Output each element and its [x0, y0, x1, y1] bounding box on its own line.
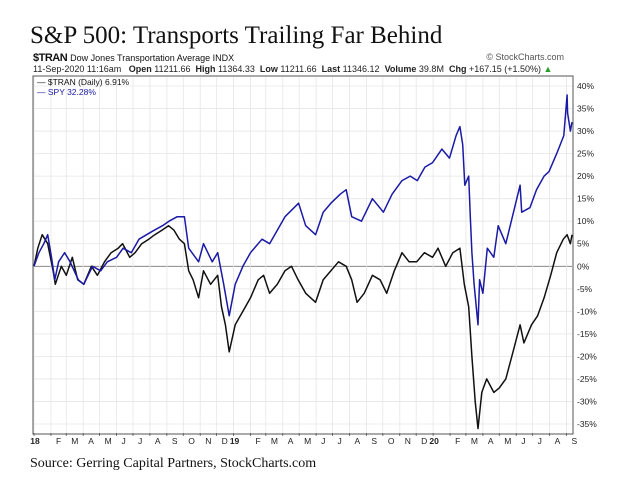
- high-value: 11364.33: [218, 64, 255, 74]
- x-tick-label: S: [371, 436, 377, 446]
- y-tick-label: 35%: [577, 104, 594, 114]
- low-label: Low: [259, 64, 278, 74]
- x-tick-label: S: [572, 436, 578, 446]
- x-tick-label: M: [504, 436, 511, 446]
- watermark: © StockCharts.com: [486, 52, 564, 62]
- x-tick-label: 19: [230, 436, 240, 446]
- x-tick-label: D: [222, 436, 228, 446]
- y-tick-label: -10%: [577, 306, 597, 316]
- y-tick-label: 20%: [577, 171, 594, 181]
- x-tick-label: F: [56, 436, 61, 446]
- y-tick-label: 0%: [577, 261, 590, 271]
- x-tick-label: A: [354, 436, 360, 446]
- x-tick-label: J: [338, 436, 342, 446]
- x-tick-label: J: [321, 436, 325, 446]
- series-spy-line: [33, 94, 573, 326]
- symbol-label: $TRAN Dow Jones Transportation Average IN…: [33, 52, 234, 64]
- y-tick-label: 10%: [577, 216, 594, 226]
- y-tick-label: -25%: [577, 374, 597, 384]
- quote-row: 11-Sep-2020 11:16am Open 11211.66 High 1…: [33, 64, 552, 74]
- legend-tran: — $TRAN (Daily) 6.91%: [37, 77, 130, 87]
- x-tick-label: M: [71, 436, 78, 446]
- y-tick-label: 40%: [577, 81, 594, 91]
- x-tick-label: J: [521, 436, 525, 446]
- volume-label: Volume: [384, 64, 417, 74]
- chart-title: S&P 500: Transports Trailing Far Behind: [30, 22, 443, 49]
- y-tick-label: -20%: [577, 351, 597, 361]
- x-tick-label: S: [172, 436, 178, 446]
- y-tick-label: -15%: [577, 329, 597, 339]
- source-note: Source: Gerring Capital Partners, StockC…: [30, 456, 317, 471]
- y-tick-label: 25%: [577, 149, 594, 159]
- legend-spy: — SPY 32.28%: [37, 87, 96, 97]
- volume-value: 39.8M: [418, 64, 444, 74]
- y-tick-label: 30%: [577, 126, 594, 136]
- x-tick-label: O: [388, 436, 395, 446]
- symbol-ticker: $TRAN: [33, 52, 68, 64]
- x-tick-label: A: [88, 436, 94, 446]
- x-tick-label: J: [538, 436, 542, 446]
- x-tick-label: M: [304, 436, 311, 446]
- open-label: Open: [128, 64, 152, 74]
- x-tick-label: F: [256, 436, 261, 446]
- x-tick-label: M: [271, 436, 278, 446]
- x-tick-label: J: [138, 436, 142, 446]
- x-tick-label: 18: [30, 436, 40, 446]
- quote-datetime: 11-Sep-2020 11:16am: [33, 64, 122, 74]
- symbol-name: Dow Jones Transportation Average INDX: [70, 53, 235, 63]
- x-tick-label: M: [105, 436, 112, 446]
- open-value: 11211.66: [154, 64, 191, 74]
- last-label: Last: [321, 64, 341, 74]
- up-arrow-icon: ▲: [543, 64, 553, 74]
- high-label: High: [195, 64, 216, 74]
- x-tick-label: N: [405, 436, 411, 446]
- chg-label: Chg: [448, 64, 467, 74]
- y-tick-label: -35%: [577, 419, 597, 429]
- y-tick-label: 15%: [577, 194, 594, 204]
- chg-value: +167.15 (+1.50%): [468, 64, 542, 74]
- x-tick-label: J: [122, 436, 126, 446]
- series-tran-line: [33, 224, 573, 430]
- x-tick-label: M: [471, 436, 478, 446]
- x-tick-label: O: [188, 436, 195, 446]
- x-tick-label: A: [155, 436, 161, 446]
- last-value: 11346.12: [342, 64, 380, 74]
- x-tick-label: N: [205, 436, 211, 446]
- x-tick-label: A: [488, 436, 494, 446]
- x-tick-label: 20: [429, 436, 439, 446]
- x-tick-label: A: [288, 436, 294, 446]
- low-value: 11211.66: [280, 64, 317, 74]
- x-tick-label: D: [421, 436, 427, 446]
- y-tick-label: 5%: [577, 239, 590, 249]
- x-tick-label: A: [555, 436, 561, 446]
- y-tick-label: -30%: [577, 396, 597, 406]
- y-tick-label: -5%: [577, 284, 593, 294]
- plot-frame: [32, 75, 574, 435]
- x-tick-label: F: [455, 436, 460, 446]
